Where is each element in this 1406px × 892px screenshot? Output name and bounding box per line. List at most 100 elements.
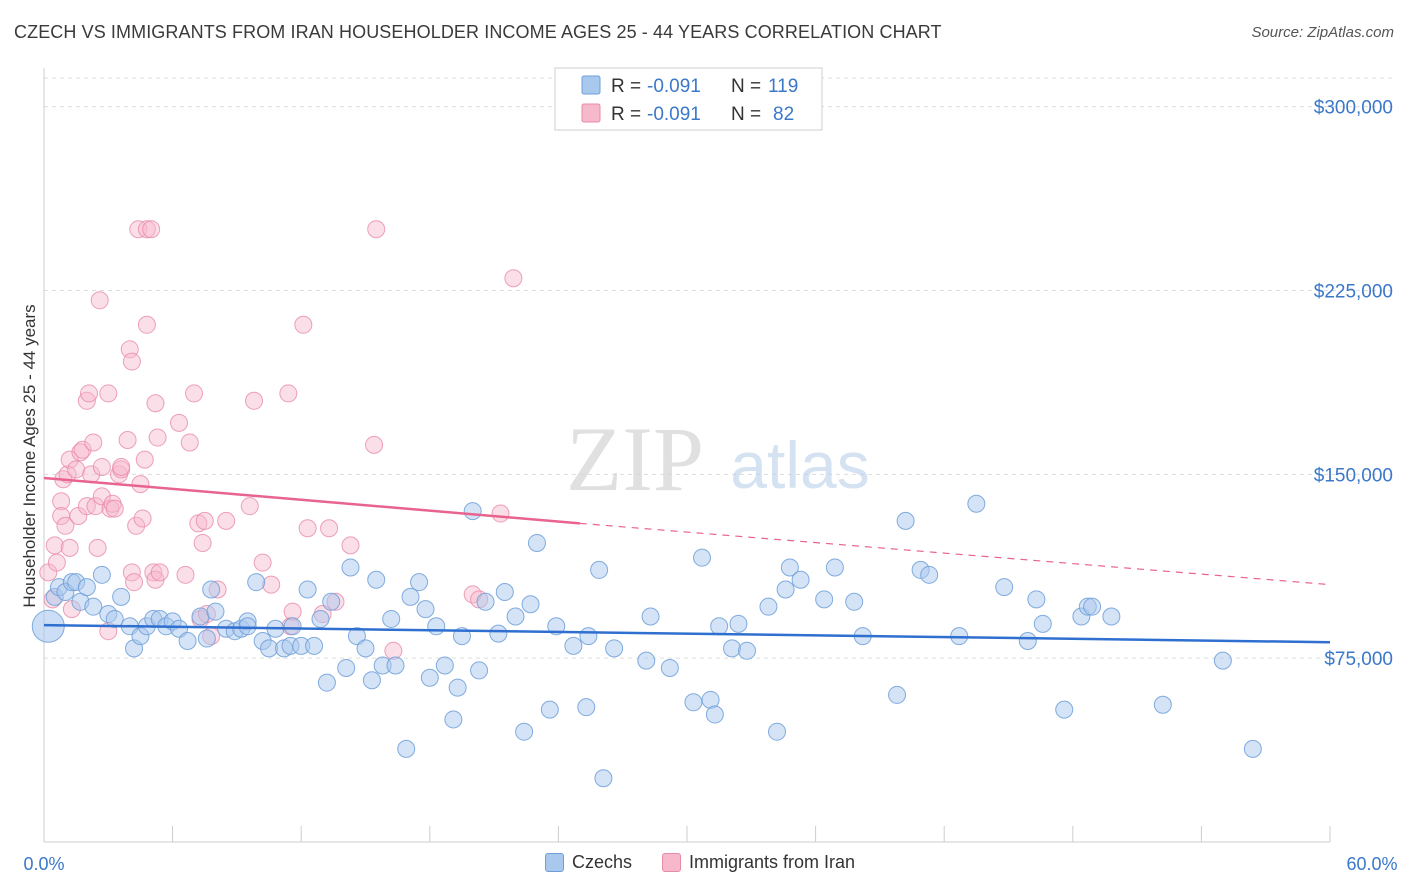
czechs-point <box>547 617 566 636</box>
czechs-point <box>84 597 103 616</box>
czechs-point <box>723 639 742 658</box>
iran-point <box>240 497 259 516</box>
legend-r-value-czechs: -0.091 <box>647 76 701 97</box>
iran-point <box>45 536 64 555</box>
czechs-point <box>577 698 596 717</box>
czechs-point <box>305 636 324 655</box>
czechs-point <box>495 582 514 601</box>
czechs-point <box>920 565 939 584</box>
iran-point <box>298 519 317 538</box>
bottom-legend: Czechs Immigrants from Iran <box>545 852 877 873</box>
iran-point <box>105 499 124 518</box>
iran-point <box>60 538 79 557</box>
iran-point <box>99 384 118 403</box>
iran-point <box>176 565 195 584</box>
czechs-points <box>31 494 1262 788</box>
czechs-point <box>105 609 124 628</box>
axes <box>43 68 1331 843</box>
czechs-point <box>605 639 624 658</box>
czechs-point <box>641 607 660 626</box>
iran-point <box>262 575 281 594</box>
iran-point <box>146 394 165 413</box>
x-tick-label: 0.0% <box>23 854 64 874</box>
czechs-point <box>476 592 495 611</box>
iran-point <box>180 433 199 452</box>
czechs-point <box>317 673 336 692</box>
czechs-trend-line <box>43 623 1331 644</box>
iran-point <box>127 516 146 535</box>
czechs-point <box>427 617 446 636</box>
iran-trend-line <box>43 476 580 525</box>
czechs-point <box>206 602 225 621</box>
iran-point <box>122 352 141 371</box>
czechs-point <box>1055 700 1074 719</box>
czechs-point <box>311 609 330 628</box>
iran-point <box>253 553 272 572</box>
iran-point <box>60 450 79 469</box>
tick-labels: $75,000 $150,000 $225,000 $300,000 0.0% 60.0% <box>23 98 1397 874</box>
chart-title: CZECH VS IMMIGRANTS FROM IRAN HOUSEHOLDE… <box>14 22 942 42</box>
czechs-point <box>564 636 583 655</box>
iran-point <box>112 457 131 476</box>
iran-swatch <box>662 853 682 872</box>
czechs-swatch <box>545 853 564 872</box>
iran-point <box>245 391 264 410</box>
czechs-point <box>191 607 210 626</box>
iran-point <box>365 435 384 454</box>
iran-point <box>384 641 403 660</box>
czechs-point <box>283 617 302 636</box>
czechs-point <box>776 580 795 599</box>
czechs-point <box>768 722 787 741</box>
czechs-point <box>489 624 508 643</box>
iran-point <box>56 516 75 535</box>
y-tick-label: $225,000 <box>1314 281 1393 302</box>
czechs-point <box>506 607 525 626</box>
legend-label-czechs: Czechs <box>572 852 633 872</box>
czechs-point <box>637 651 656 670</box>
czechs-point <box>540 700 559 719</box>
czechs-point <box>579 627 598 646</box>
czechs-point <box>515 722 534 741</box>
czechs-point <box>356 639 375 658</box>
czechs-point <box>825 558 844 577</box>
trend-lines <box>43 476 1331 644</box>
iran-point <box>88 538 107 557</box>
legend-r-label-czechs: R = <box>611 76 641 97</box>
czechs-point <box>995 578 1014 597</box>
iran-point <box>170 413 189 432</box>
iran-point <box>195 511 214 530</box>
iran-point <box>294 315 313 334</box>
czechs-point <box>759 597 778 616</box>
czechs-point <box>888 685 907 704</box>
legend-r-value-iran: -0.091 <box>647 104 701 125</box>
czechs-point <box>1027 590 1046 609</box>
czechs-point <box>967 494 986 513</box>
czechs-point <box>815 590 834 609</box>
legend-n-label-czechs: N = <box>731 76 761 97</box>
czechs-point <box>347 627 366 646</box>
czechs-point <box>1033 614 1052 633</box>
iran-point <box>125 573 144 592</box>
iran-point <box>47 553 66 572</box>
legend-item-czechs[interactable]: Czechs <box>545 852 632 873</box>
legend-swatch-iran <box>581 103 601 123</box>
iran-point <box>142 220 161 239</box>
iran-point <box>144 563 163 582</box>
iran-point <box>84 433 103 452</box>
czechs-point <box>521 595 540 614</box>
czechs-point <box>1083 597 1102 616</box>
czechs-point <box>260 639 279 658</box>
legend-item-iran[interactable]: Immigrants from Iran <box>662 852 855 873</box>
watermark-atlas: atlas <box>730 428 869 502</box>
legend-n-value-czechs: 119 <box>768 76 798 97</box>
czechs-point <box>416 600 435 619</box>
czechs-point <box>738 641 757 660</box>
czechs-point <box>1102 607 1121 626</box>
czechs-point <box>77 578 96 597</box>
czechs-point <box>1243 739 1262 758</box>
czechs-point <box>1153 695 1172 714</box>
y-tick-label: $75,000 <box>1324 649 1393 670</box>
czechs-point <box>197 629 216 648</box>
iran-point <box>504 269 523 288</box>
x-tick-label: 60.0% <box>1346 854 1397 874</box>
